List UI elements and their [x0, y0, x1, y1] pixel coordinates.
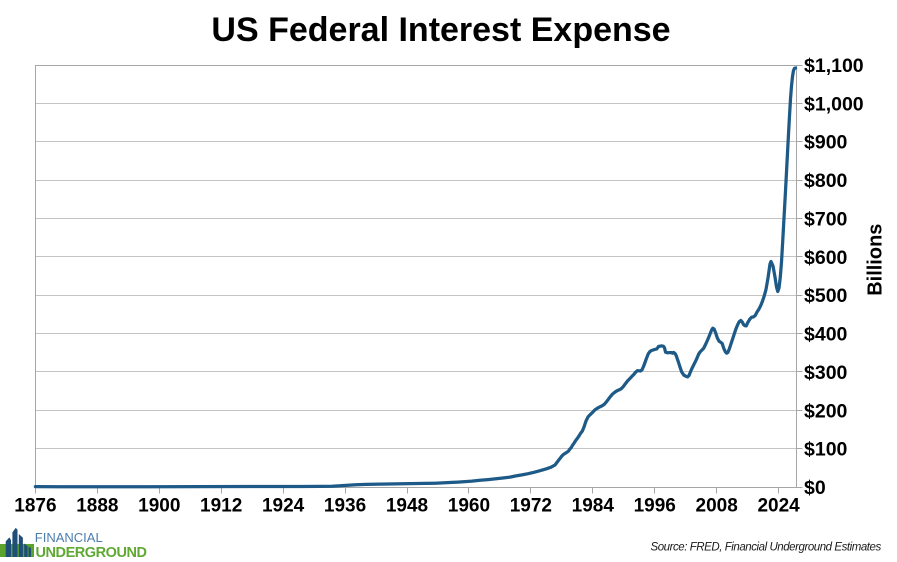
svg-text:1912: 1912: [200, 496, 242, 517]
svg-text:1996: 1996: [634, 496, 676, 517]
svg-text:$1,000: $1,000: [804, 93, 864, 115]
svg-text:$1,100: $1,100: [804, 55, 864, 77]
svg-text:$500: $500: [804, 285, 848, 307]
svg-text:$600: $600: [804, 247, 848, 269]
svg-text:Billions: Billions: [865, 224, 887, 296]
svg-text:1960: 1960: [448, 496, 490, 517]
svg-text:$200: $200: [804, 400, 848, 422]
svg-text:UNDERGROUND: UNDERGROUND: [36, 545, 147, 557]
svg-text:1936: 1936: [324, 496, 366, 517]
svg-text:1984: 1984: [572, 496, 615, 517]
svg-text:$800: $800: [804, 170, 848, 192]
svg-text:1924: 1924: [262, 496, 305, 517]
svg-text:$400: $400: [804, 324, 848, 346]
svg-text:$0: $0: [804, 477, 826, 499]
svg-text:$100: $100: [804, 439, 848, 461]
svg-text:$900: $900: [804, 132, 848, 154]
svg-text:2024: 2024: [757, 496, 800, 517]
svg-text:Source: FRED, Financial Underg: Source: FRED, Financial Underground Esti…: [651, 541, 882, 553]
svg-text:US Federal Interest Expense: US Federal Interest Expense: [211, 11, 670, 49]
svg-text:1876: 1876: [14, 496, 56, 517]
svg-text:$300: $300: [804, 362, 848, 384]
svg-text:1888: 1888: [76, 496, 118, 517]
svg-text:FINANCIAL: FINANCIAL: [35, 530, 103, 545]
svg-text:1948: 1948: [386, 496, 428, 517]
svg-text:1972: 1972: [510, 496, 552, 517]
svg-text:1900: 1900: [138, 496, 180, 517]
svg-text:$700: $700: [804, 208, 848, 230]
svg-text:2008: 2008: [696, 496, 738, 517]
